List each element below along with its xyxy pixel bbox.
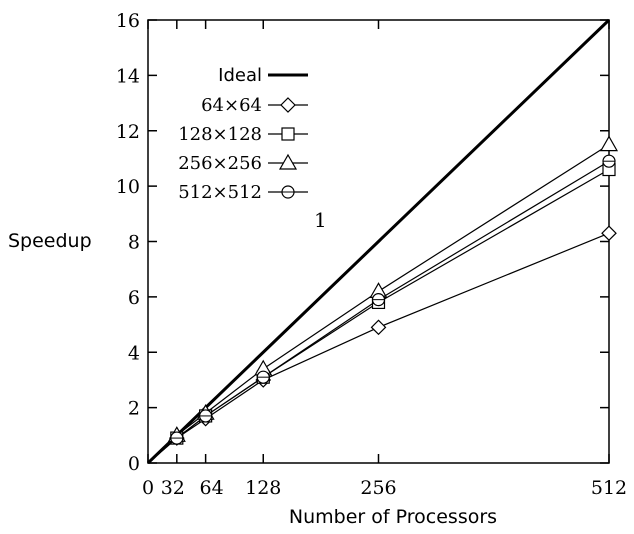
series-line [146, 18, 611, 465]
data-point [256, 370, 270, 384]
y-tick-label: 8 [128, 232, 140, 254]
data-point [370, 319, 387, 336]
ticks: 0 2 4 6 8 10 12 14 16 0 32 64 128 256 512 [116, 10, 627, 499]
annotation-label: 1 [314, 208, 327, 232]
data-point [371, 293, 386, 307]
data-point [599, 135, 619, 152]
y-tick-label: 14 [116, 65, 140, 87]
legend-label: 256×256 [178, 153, 262, 174]
series-128×128 [147, 162, 616, 464]
data-point [602, 154, 616, 168]
x-tick-label: 32 [161, 477, 185, 499]
legend-marker [280, 97, 296, 113]
legend-label: 128×128 [178, 124, 262, 145]
legend-marker [278, 153, 298, 170]
y-tick-label: 2 [128, 398, 140, 420]
series-line [147, 160, 610, 464]
legend-label: 64×64 [201, 95, 262, 116]
series-line [147, 168, 610, 464]
x-tick-label: 256 [360, 477, 396, 499]
series-64×64 [147, 225, 617, 464]
x-axis-label: Number of Processors [289, 506, 497, 528]
y-tick-label: 16 [116, 10, 140, 32]
y-axis-label: Speedup [8, 230, 92, 252]
x-tick-label: 512 [591, 477, 627, 499]
series [146, 18, 619, 465]
y-tick-label: 12 [116, 121, 140, 143]
legend: Ideal 64×64 128×128 256×256 512×512 [178, 65, 308, 203]
legend-label: Ideal [218, 65, 262, 86]
data-point [601, 225, 617, 242]
series-line [147, 232, 610, 464]
series-Ideal [146, 18, 611, 465]
x-tick-label: 64 [200, 477, 224, 499]
x-tick-label: 0 [142, 477, 154, 499]
y-tick-label: 0 [128, 453, 140, 475]
series-512×512 [147, 154, 616, 464]
legend-marker [281, 185, 295, 199]
x-tick-label: 128 [245, 477, 281, 499]
legend-label: 512×512 [178, 182, 262, 203]
data-point [170, 431, 184, 445]
y-tick-label: 10 [116, 176, 140, 198]
y-tick-label: 6 [128, 287, 140, 309]
y-tick-label: 4 [128, 342, 140, 364]
data-point [199, 409, 213, 423]
legend-marker [281, 127, 295, 141]
